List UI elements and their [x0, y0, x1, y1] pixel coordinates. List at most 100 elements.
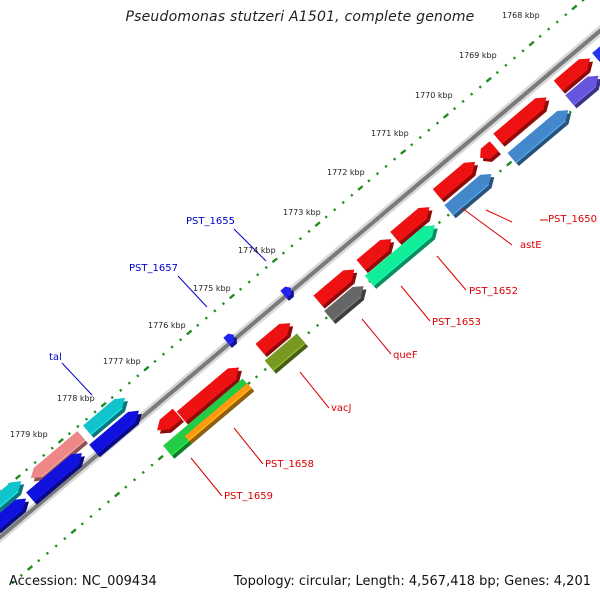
scale-tick: [375, 172, 380, 176]
scale-tick: [153, 359, 157, 364]
gene-label-vacj[interactable]: vacJ: [331, 403, 352, 414]
label-leader-line: [177, 275, 208, 308]
scale-tick: [33, 460, 37, 465]
scale-tick: [264, 265, 268, 270]
scale-label: 1775 kbp: [193, 284, 231, 293]
scale-tick: [106, 500, 111, 504]
label-leader-line: [61, 362, 93, 396]
gene-feature: [390, 207, 433, 246]
scale-tick: [127, 381, 131, 385]
scale-tick: [410, 143, 414, 147]
gene-feature: [313, 269, 358, 309]
scale-tick: [124, 485, 128, 489]
gene-label-pst-1653[interactable]: PST_1653: [432, 317, 481, 328]
gene-feature: [444, 173, 495, 219]
scale-tick: [67, 432, 71, 436]
scale-tick: [521, 49, 525, 53]
gene-feature: [565, 75, 600, 109]
scale-label: 1770 kbp: [415, 91, 453, 100]
gene-feature: [480, 141, 501, 162]
gene-feature: [356, 239, 395, 274]
scale-tick: [528, 40, 535, 47]
gene-label-pst-1659[interactable]: PST_1659: [224, 491, 273, 502]
genome-summary-text: Topology: circular; Length: 4,567,418 bp…: [233, 574, 591, 589]
scale-tick: [57, 438, 64, 444]
gene-feature: [184, 383, 255, 444]
label-leader-line: [461, 207, 513, 246]
scale-tick: [314, 221, 321, 228]
label-leader-line: [400, 285, 431, 322]
scale-tick: [442, 112, 450, 119]
scale-tick: [315, 323, 320, 328]
scale-tick: [150, 463, 154, 467]
gene-label-quef[interactable]: queF: [393, 350, 418, 361]
scale-tick: [98, 507, 102, 511]
label-leader-line: [436, 255, 467, 291]
scale-tick: [437, 220, 442, 225]
gene-label-pst-1652[interactable]: PST_1652: [469, 286, 518, 297]
scale-tick: [418, 135, 422, 140]
scale-tick: [324, 215, 328, 219]
scale-tick: [470, 92, 474, 96]
scale-tick: [581, 0, 585, 2]
scale-tick: [256, 273, 260, 277]
scale-tick: [393, 157, 397, 161]
scale-tick: [307, 229, 311, 234]
gene-label-pst-1655[interactable]: PST_1655: [186, 216, 235, 227]
scale-tick: [54, 544, 58, 548]
scale-tick: [512, 56, 517, 60]
scale-label: 1774 kbp: [238, 246, 276, 255]
scale-tick: [89, 514, 93, 519]
label-leader-line: [233, 427, 264, 465]
gene-feature: [324, 286, 367, 325]
scale-tick: [498, 169, 503, 173]
gene-feature: [157, 408, 185, 434]
scale-tick: [281, 251, 285, 255]
scale-tick: [119, 388, 123, 392]
scale-tick: [143, 365, 150, 372]
scale-tick: [324, 316, 328, 320]
scale-tick: [478, 85, 482, 89]
scale-tick: [136, 374, 140, 378]
scale-label: 1773 kbp: [283, 208, 321, 217]
gene-label-pst-1657[interactable]: PST_1657: [129, 263, 178, 274]
scale-tick: [161, 352, 166, 356]
scale-tick: [141, 470, 145, 475]
scale-tick: [538, 34, 542, 39]
scale-tick: [400, 149, 407, 155]
gene-label-aste[interactable]: astE: [520, 240, 542, 251]
scale-tick: [93, 410, 97, 414]
label-leader-line: [361, 318, 392, 355]
scale-tick: [80, 522, 84, 526]
gene-feature: [592, 46, 600, 63]
scale-tick: [427, 128, 431, 132]
scale-tick: [170, 345, 174, 349]
forward-gene-labels: PST_1655 PST_1657 tal: [49, 216, 235, 363]
scale-label: 1776 kbp: [148, 321, 186, 330]
gene-feature: [432, 161, 478, 203]
scale-tick: [350, 193, 354, 197]
scale-tick: [357, 185, 364, 191]
label-leader-line: [299, 371, 330, 409]
scale-tick: [298, 237, 303, 241]
scale-tick: [213, 309, 217, 313]
scale-tick: [547, 27, 551, 31]
scale-tick: [186, 329, 193, 336]
scale-tick: [290, 244, 294, 248]
scale-tick: [10, 581, 15, 585]
scale-tick: [84, 417, 89, 421]
gene-label-pst-1650[interactable]: PST_1650: [548, 214, 597, 225]
scale-tick: [204, 316, 208, 320]
gene-label-pst-1658[interactable]: PST_1658: [265, 459, 314, 470]
gene-feature: [0, 481, 25, 513]
scale-tick: [14, 474, 22, 480]
scale-tick: [254, 375, 259, 379]
scale-tick: [110, 395, 114, 400]
scale-tick: [271, 257, 278, 264]
gene-label-tal[interactable]: tal: [49, 352, 62, 363]
scale-tick: [568, 110, 572, 114]
scale-label: 1777 kbp: [103, 357, 141, 366]
gene-feature: [553, 58, 593, 94]
scale-tick: [45, 551, 50, 555]
